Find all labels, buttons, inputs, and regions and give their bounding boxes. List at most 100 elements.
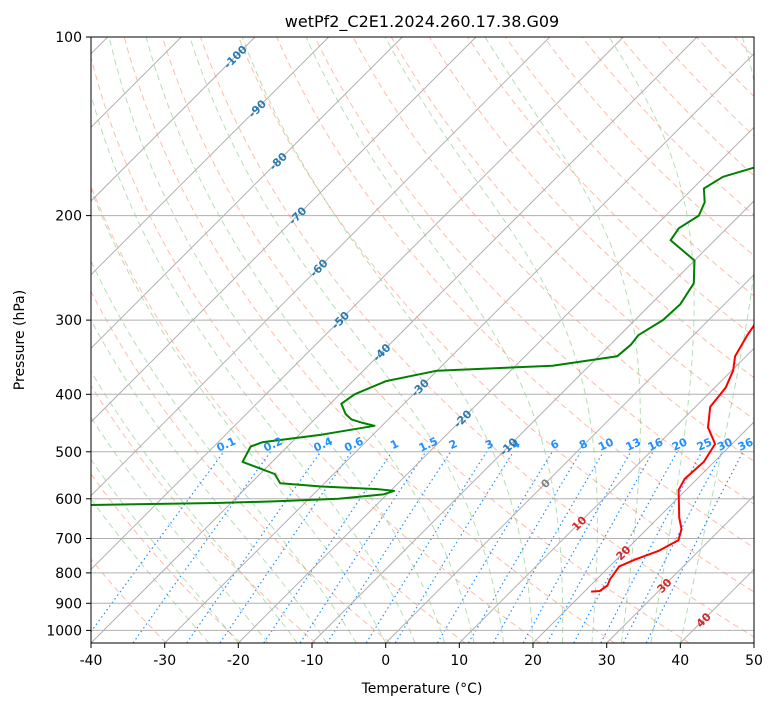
- dry-adiabat: [658, 37, 754, 137]
- x-tick-label: -20: [227, 653, 250, 669]
- moist-adiabat: [384, 37, 598, 643]
- moist-adiabat: [679, 37, 754, 643]
- isotherm-line: [91, 37, 256, 202]
- mixing-ratio-line: [365, 451, 488, 643]
- isotherm-line: [532, 421, 754, 643]
- y-tick-label: 300: [55, 313, 82, 329]
- y-tick-label: 1000: [46, 623, 82, 639]
- x-tick-label: 0: [381, 653, 390, 669]
- y-tick-label: 500: [55, 445, 82, 461]
- mixing-ratio-label: 3: [483, 437, 495, 452]
- isotherm-line: [91, 37, 330, 276]
- y-tick-label: 400: [55, 387, 82, 403]
- isotherm-line: [91, 37, 551, 497]
- mixing-ratio-line: [600, 451, 703, 643]
- y-tick-label: 200: [55, 209, 82, 225]
- moist-adiabat: [91, 259, 357, 643]
- moist-adiabat: [241, 37, 534, 643]
- moist-adiabat: [189, 37, 504, 643]
- series-layer: [91, 166, 754, 593]
- moist-adiabat: [91, 416, 269, 643]
- x-tick-label: 30: [598, 653, 616, 669]
- plot-frame: [90, 36, 755, 644]
- mixing-ratio-label: 20: [670, 435, 690, 453]
- isotherm-line: [91, 37, 624, 571]
- dry-adiabat: [734, 37, 754, 58]
- mixing-ratio-line: [186, 451, 322, 643]
- y-axis-ticks: 100 200 300 400 500 600 700 800 900 1000: [46, 30, 91, 639]
- dry-adiabat: [161, 37, 690, 643]
- y-tick-label: 700: [55, 532, 82, 548]
- line-labels: 0.1 0.2 0.4 0.6 1 1.5 2 3 4 6 8 10 13 16 20 25 30 36-100-…: [215, 43, 756, 631]
- mixing-ratio-line: [467, 451, 582, 643]
- x-axis-ticks: -40 -30 -20 -10 0 10 20 30 40 50: [80, 643, 763, 669]
- isotherm-line: [311, 200, 754, 643]
- dry-adiabat: [276, 37, 754, 549]
- dry-adiabat: [123, 37, 615, 643]
- mixing-ratio-label: 6: [549, 437, 562, 452]
- isotherm-line: [458, 347, 754, 643]
- dry-adiabat: [91, 185, 466, 643]
- x-tick-label: 40: [671, 653, 689, 669]
- mixing-ratio-label: 1: [388, 437, 400, 452]
- y-tick-label: 900: [55, 596, 82, 612]
- dry-adiabat: [428, 37, 754, 379]
- mixing-ratio-label: 30: [715, 435, 735, 453]
- x-tick-label: -30: [153, 653, 176, 669]
- dry-adiabat: [696, 37, 754, 98]
- y-tick-label: 100: [55, 30, 82, 46]
- x-tick-label: 50: [745, 653, 763, 669]
- moist-adiabat: [91, 458, 239, 643]
- moist-adiabat: [305, 37, 564, 643]
- mixing-ratio-line: [299, 451, 427, 643]
- mixing-ratio-line: [263, 451, 393, 643]
- dry-adiabat: [91, 473, 242, 643]
- isotherm-label: -80: [267, 150, 290, 173]
- mixing-ratio-label: 25: [695, 436, 714, 454]
- isotherm-line: [385, 273, 754, 643]
- isotherm-line: [606, 494, 754, 643]
- dry-adiabat: [314, 37, 754, 505]
- dry-adiabat: [390, 37, 754, 420]
- mixing-ratio-line: [91, 451, 225, 633]
- y-tick-label: 600: [55, 492, 82, 508]
- dry-adiabat: [467, 37, 754, 338]
- mixing-ratio-line: [573, 451, 678, 643]
- x-tick-label: 20: [524, 653, 542, 669]
- isotherm-line: [91, 37, 477, 423]
- dry-adiabat: [505, 37, 754, 297]
- mixing-ratio-line: [219, 451, 352, 643]
- background-lines: [91, 37, 754, 643]
- y-axis-label: Pressure (hPa): [12, 290, 28, 390]
- x-tick-label: 10: [450, 653, 468, 669]
- dry-adiabat: [91, 384, 317, 643]
- mixing-ratio-line: [394, 451, 514, 643]
- mixing-ratio-line: [645, 451, 744, 643]
- chart-title: wetPf2_C2E1.2024.260.17.38.G09: [285, 12, 559, 32]
- x-tick-label: -10: [301, 653, 324, 669]
- dry-adiabat: [238, 37, 754, 593]
- mixing-ratio-label: 2: [447, 437, 459, 452]
- isotherm-line: [164, 52, 754, 643]
- mixing-ratio-line: [132, 451, 272, 643]
- moist-adiabat: [91, 370, 298, 643]
- moist-adiabat: [484, 37, 641, 643]
- isotherm-line: [753, 642, 754, 643]
- dry-adiabat: [91, 55, 541, 643]
- x-axis-label: Temperature (°C): [361, 681, 483, 697]
- dry-adiabat: [91, 290, 391, 643]
- mixing-ratio-label: 13: [624, 436, 643, 454]
- dewpoint-profile: [91, 166, 754, 506]
- y-tick-label: 800: [55, 566, 82, 582]
- temperature-profile: [591, 323, 754, 593]
- isotherm-line: [679, 568, 754, 643]
- moist-adiabat: [145, 37, 475, 643]
- mixing-ratio-label: 10: [596, 435, 616, 453]
- moist-adiabat: [91, 498, 210, 643]
- moist-adiabat: [91, 319, 328, 643]
- mixing-ratio-line: [326, 451, 452, 643]
- isotherm-line: [91, 37, 698, 643]
- grid-lines: [91, 37, 754, 643]
- isotherm-line: [91, 37, 403, 350]
